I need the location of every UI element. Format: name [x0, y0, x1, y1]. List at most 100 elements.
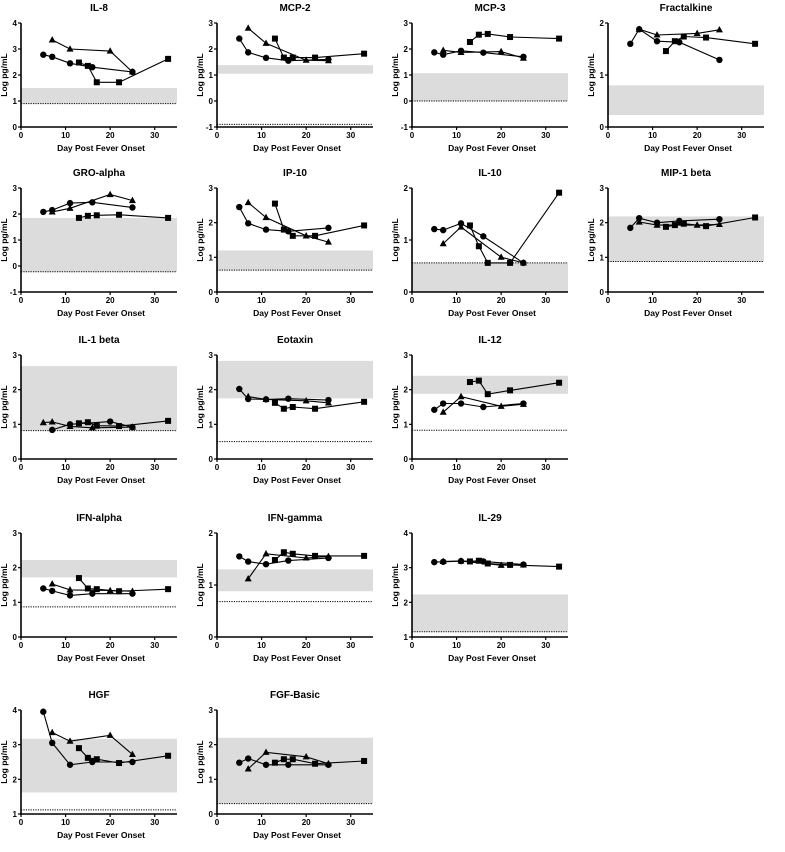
series-circle — [236, 203, 332, 235]
data-point-circle — [457, 400, 465, 407]
x-tick-label: 30 — [737, 296, 746, 305]
data-point-square — [475, 31, 482, 38]
y-tick-label: 0 — [209, 288, 214, 297]
data-point-triangle — [457, 48, 465, 55]
y-tick-label: 2 — [600, 19, 605, 28]
data-point-circle — [40, 51, 47, 58]
data-point-triangle — [302, 554, 310, 561]
y-tick-label: 3 — [209, 19, 214, 28]
x-axis-label: Day Post Fever Onset — [253, 308, 341, 318]
y-axis-label: Log pg/mL — [195, 218, 205, 261]
series-circle — [431, 47, 527, 60]
series-line — [247, 751, 329, 770]
chart-svg: IL-29 1 2 3 4 0 10 20 30 Day Post Fever Onset Log … — [390, 513, 568, 663]
data-point-circle — [431, 558, 438, 566]
x-tick-label: 10 — [61, 818, 70, 827]
data-point-circle — [40, 708, 47, 715]
chart-title: IL-1 beta — [78, 335, 120, 346]
series-square — [271, 756, 368, 767]
chart-title: FGF-Basic — [270, 690, 320, 701]
series-square — [466, 30, 563, 45]
data-point-circle — [627, 224, 634, 232]
x-tick-label: 30 — [541, 641, 550, 650]
data-point-triangle — [262, 748, 270, 755]
x-tick-label: 10 — [648, 296, 657, 305]
reference-band — [217, 250, 373, 271]
x-axis-label: Day Post Fever Onset — [644, 308, 732, 318]
y-tick-label: 0 — [13, 123, 18, 132]
y-axis-label: Log pg/mL — [195, 53, 205, 96]
chart-title: MCP-2 — [279, 3, 311, 14]
data-point-square — [280, 405, 287, 412]
y-tick-label: 1 — [404, 236, 409, 245]
data-point-square — [165, 55, 172, 62]
data-point-square — [116, 760, 123, 767]
data-point-triangle — [262, 395, 270, 402]
data-point-square — [84, 212, 91, 219]
data-point-triangle — [439, 557, 447, 565]
data-point-circle — [262, 54, 270, 62]
data-point-square — [75, 745, 82, 752]
x-tick-label: 30 — [150, 818, 159, 827]
y-tick-label: 0 — [209, 633, 214, 642]
x-tick-label: 0 — [410, 131, 415, 140]
data-point-circle — [627, 40, 634, 47]
data-point-circle — [653, 38, 661, 45]
reference-band — [21, 88, 177, 104]
y-tick-label: 1 — [404, 71, 409, 80]
x-tick-label: 20 — [497, 641, 506, 650]
x-axis-label: Day Post Fever Onset — [448, 308, 536, 318]
data-point-triangle — [302, 232, 310, 239]
x-tick-label: 0 — [606, 131, 611, 140]
data-point-square — [312, 405, 319, 412]
chart-title: IL-10 — [478, 168, 502, 179]
data-point-square — [475, 377, 482, 384]
reference-band — [21, 217, 177, 272]
x-tick-label: 30 — [346, 818, 355, 827]
data-point-circle — [129, 758, 136, 766]
data-point-triangle — [106, 731, 114, 738]
y-tick-label: 1 — [13, 598, 18, 607]
x-axis-label: Day Post Fever Onset — [57, 475, 145, 485]
data-point-square — [361, 50, 368, 57]
x-tick-label: 10 — [257, 296, 266, 305]
chart-title: Fractalkine — [660, 3, 713, 14]
x-tick-label: 10 — [452, 296, 461, 305]
y-tick-label: 2 — [404, 598, 409, 607]
y-axis-label: Log pg/mL — [390, 563, 400, 606]
chart-panel-il-29: IL-29 1 2 3 4 0 10 20 30 Day Post Fever Onset Log … — [390, 497, 587, 675]
reference-band — [21, 738, 177, 793]
y-tick-label: 1 — [13, 236, 18, 245]
data-point-triangle — [635, 218, 643, 225]
y-tick-label: 2 — [209, 529, 214, 538]
y-tick-label: -1 — [10, 288, 18, 297]
data-point-square — [312, 54, 319, 61]
x-tick-label: 20 — [106, 641, 115, 650]
y-tick-label: 3 — [13, 741, 18, 750]
reference-band — [412, 594, 568, 632]
data-point-circle — [262, 226, 270, 233]
data-point-square — [280, 756, 287, 763]
y-tick-label: 2 — [13, 386, 18, 395]
data-point-triangle — [653, 221, 661, 228]
data-point-square — [466, 222, 473, 229]
data-point-triangle — [106, 190, 114, 198]
x-axis-label: Day Post Fever Onset — [253, 653, 341, 663]
y-tick-label: 1 — [209, 420, 214, 429]
x-tick-label: 10 — [257, 818, 266, 827]
data-point-triangle — [497, 253, 505, 260]
data-point-square — [116, 79, 123, 86]
chart-title: IL-29 — [478, 513, 502, 524]
data-point-square — [466, 379, 473, 386]
data-point-square — [361, 222, 368, 229]
series-triangle — [439, 223, 527, 266]
x-tick-label: 0 — [19, 818, 24, 827]
x-tick-label: 20 — [497, 131, 506, 140]
y-axis-label: Log pg/mL — [390, 53, 400, 96]
x-axis-label: Day Post Fever Onset — [57, 308, 145, 318]
